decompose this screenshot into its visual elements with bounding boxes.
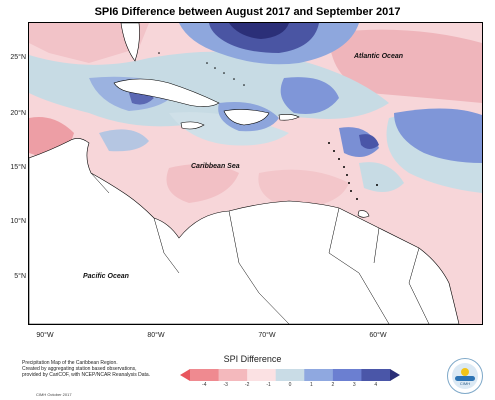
lat-tick: 25°N <box>10 54 26 61</box>
legend-tick-label: 1 <box>310 382 313 388</box>
lat-tick: 5°N <box>14 273 26 280</box>
legend-swatch <box>304 369 334 381</box>
legend-swatch <box>275 369 305 381</box>
legend-swatch <box>247 369 277 381</box>
dry-patch <box>258 169 349 208</box>
landmass <box>29 23 460 324</box>
legend-tick-label: -3 <box>223 382 228 388</box>
atlantic-ocean-label: Atlantic Ocean <box>354 53 404 60</box>
legend-tick-label: -1 <box>266 382 271 388</box>
lon-tick: 80°W <box>147 332 165 339</box>
caption-line: provided by CariCOF, with NCEP/NCAR Rean… <box>22 372 151 378</box>
legend-tick-label: 3 <box>352 382 356 388</box>
legend-tick-label: -4 <box>202 382 207 388</box>
map-title: SPI6 Difference between August 2017 and … <box>94 6 401 18</box>
wet-band <box>169 112 289 146</box>
dry-patch <box>29 23 149 63</box>
legend-tick-label: 4 <box>374 382 378 388</box>
wet-patch <box>394 108 482 163</box>
legend-title: SPI Difference <box>223 354 282 364</box>
wet-patch <box>280 77 339 114</box>
wet-patch <box>99 129 149 152</box>
cimh-logo-icon: CIMH <box>447 358 483 394</box>
lon-tick: 70°W <box>258 332 276 339</box>
sun-icon <box>461 368 469 376</box>
caption-line: Created by aggregating station based obs… <box>22 366 137 372</box>
lat-tick: 10°N <box>10 218 26 225</box>
wet-core <box>229 23 289 39</box>
caption-line: Precipitation Map of the Caribbean Regio… <box>22 360 118 366</box>
wet-core <box>359 134 379 149</box>
legend-swatch <box>361 369 391 381</box>
legend-colorbar <box>180 369 400 381</box>
lat-tick: 20°N <box>10 110 26 117</box>
legend-swatch <box>190 369 220 381</box>
dry-patch <box>329 29 482 104</box>
lesser-antilles <box>158 52 378 200</box>
legend-arrow-left <box>180 369 190 381</box>
caribbean-sea-label: Caribbean Sea <box>191 163 240 170</box>
legend-tick-label: 0 <box>288 382 292 388</box>
pacific-ocean-label: Pacific Ocean <box>83 273 129 280</box>
lat-tick: 15°N <box>10 164 26 171</box>
wet-band <box>359 162 404 192</box>
wave-icon <box>455 376 475 381</box>
borders <box>90 172 430 324</box>
credit-text: CIMH October 2017 <box>36 392 72 397</box>
logo-text: CIMH <box>459 381 471 386</box>
legend-swatch <box>332 369 362 381</box>
map-caption: Precipitation Map of the Caribbean Regio… <box>22 360 172 378</box>
lon-tick: 90°W <box>36 332 54 339</box>
legend-tick-label: -2 <box>244 382 250 388</box>
legend-arrow-right <box>390 369 400 381</box>
legend-swatch <box>218 369 248 381</box>
spi-difference-map: Atlantic Ocean Caribbean Sea Pacific Oce… <box>28 22 483 325</box>
lon-tick: 60°W <box>369 332 387 339</box>
legend-tick-label: 2 <box>331 382 335 388</box>
map-canvas <box>29 23 482 324</box>
dry-patch <box>166 164 239 203</box>
